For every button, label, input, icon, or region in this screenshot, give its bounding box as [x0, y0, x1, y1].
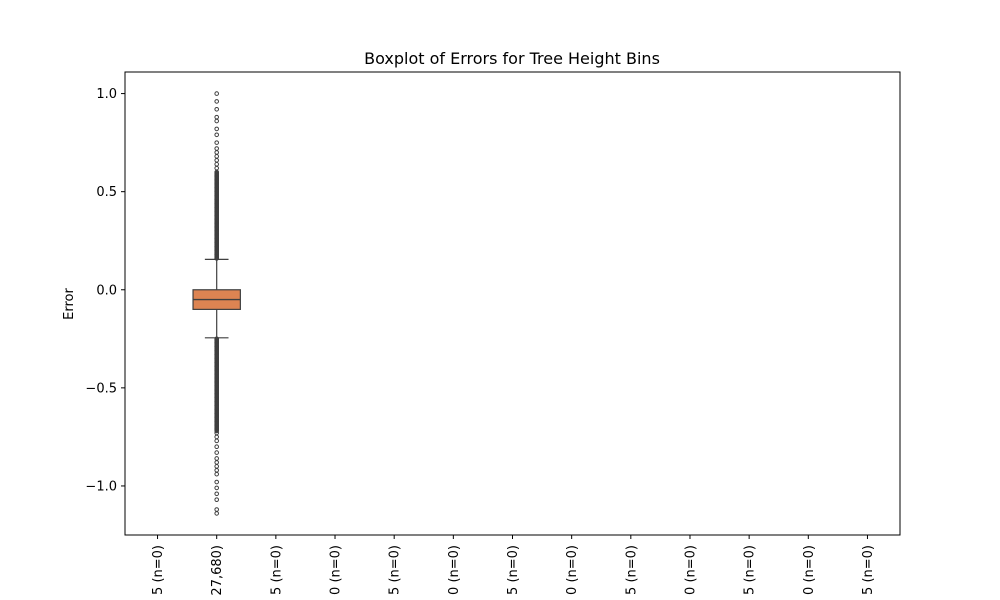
outlier-point — [214, 497, 219, 502]
plot-frame — [124, 71, 901, 536]
outlier-point — [214, 479, 219, 485]
x-tick-label: 5 (n=0) — [624, 545, 639, 595]
outlier-point — [214, 132, 219, 138]
outlier-point — [214, 485, 219, 491]
x-tick-label: 5 (n=0) — [269, 545, 284, 595]
outlier-point — [214, 126, 219, 132]
outlier-point — [214, 456, 219, 461]
outlier-point — [214, 434, 219, 440]
outlier-point — [214, 106, 219, 112]
outlier-point — [214, 157, 219, 163]
outlier-point — [214, 471, 219, 477]
x-tick-label: 27,680) — [210, 545, 225, 596]
outlier-point — [214, 170, 219, 176]
x-tick-label: 0 (n=0) — [447, 545, 462, 595]
outlier-point — [214, 165, 219, 171]
outlier-point — [214, 154, 219, 159]
outlier-point — [214, 491, 219, 497]
outlier-point — [214, 161, 219, 167]
outlier-point — [214, 507, 219, 512]
outlier-point — [214, 438, 219, 444]
x-tick-label: 0 (n=0) — [329, 545, 344, 595]
y-tick-label: −1.0 — [85, 479, 117, 494]
plot-area — [192, 91, 241, 516]
y-tick-label: 0.0 — [96, 283, 117, 298]
x-tick-label: 5 (n=0) — [861, 545, 876, 595]
outlier-point — [214, 99, 219, 104]
outlier-point — [214, 150, 219, 155]
y-tick-label: 1.0 — [96, 87, 117, 102]
y-tick-label: 0.5 — [96, 185, 117, 200]
x-tick-label: 0 (n=0) — [565, 545, 580, 595]
outlier-point — [214, 460, 219, 465]
outlier-point — [214, 450, 219, 455]
outlier-point — [214, 511, 219, 516]
x-tick-label: 0 (n=0) — [683, 545, 698, 595]
outlier-point — [214, 467, 219, 473]
outlier-point — [214, 91, 219, 96]
x-tick-label: 5 (n=0) — [506, 545, 521, 595]
outlier-point — [214, 114, 219, 120]
x-tick-label: 5 (n=0) — [151, 545, 166, 595]
outlier-point — [214, 118, 219, 124]
outlier-point — [214, 464, 219, 469]
x-tick-label: 5 (n=0) — [743, 545, 758, 595]
y-tick-label: −0.5 — [85, 381, 117, 396]
chart-title: Boxplot of Errors for Tree Height Bins — [364, 49, 660, 68]
outlier-point — [214, 140, 219, 145]
outlier-point — [214, 336, 219, 342]
outlier-point — [214, 444, 219, 450]
y-axis-label: Error — [62, 288, 77, 320]
outlier-point — [214, 146, 219, 151]
x-tick-label: 5 (n=0) — [388, 545, 403, 595]
x-tick-label: 0 (n=0) — [802, 545, 817, 595]
